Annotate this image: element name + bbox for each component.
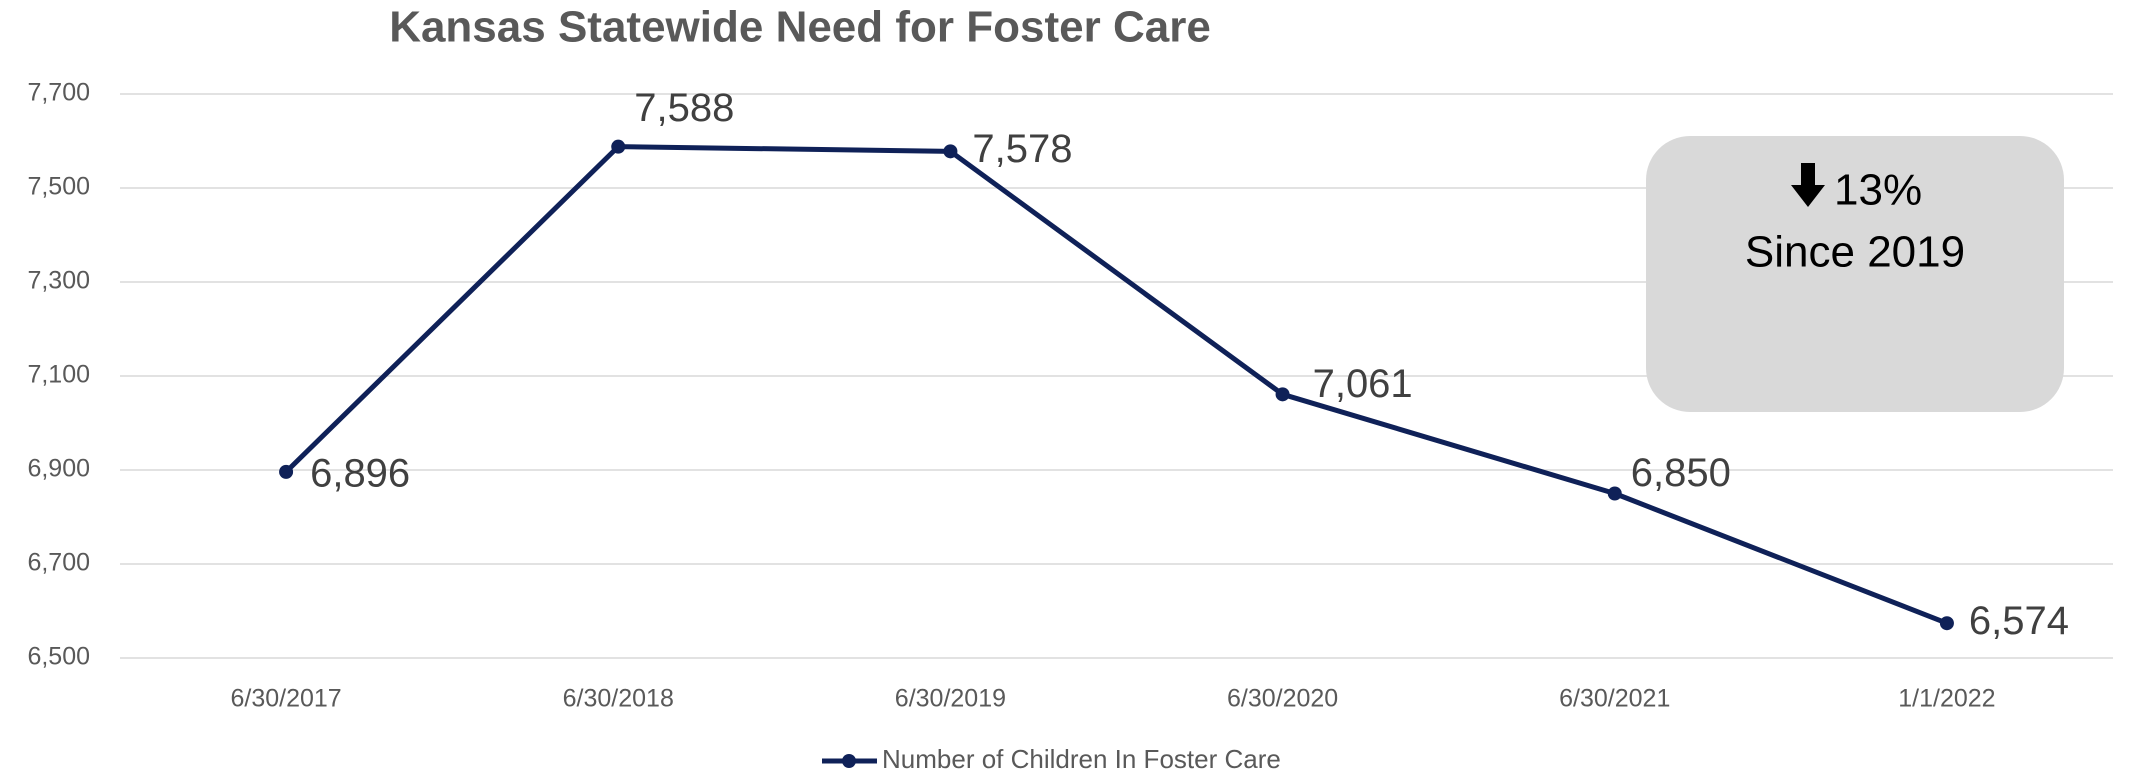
data-point	[1939, 616, 1954, 631]
y-tick-label: 7,700	[27, 79, 90, 107]
data-label: 6,574	[1969, 599, 2069, 643]
series-line	[284, 144, 1948, 626]
x-tick-label: 6/30/2017	[230, 685, 341, 713]
data-label: 7,578	[972, 127, 1072, 171]
y-tick-label: 7,500	[27, 173, 90, 201]
y-tick-label: 6,500	[27, 643, 90, 671]
y-tick-label: 7,100	[27, 361, 90, 389]
y-tick-label: 7,300	[27, 267, 90, 295]
x-tick-label: 6/30/2021	[1559, 685, 1670, 713]
data-point	[1607, 486, 1622, 501]
x-tick-label: 6/30/2020	[1227, 685, 1338, 713]
data-point	[943, 144, 958, 159]
x-tick-label: 6/30/2018	[563, 685, 674, 713]
data-point	[611, 139, 626, 154]
y-tick-label: 6,900	[27, 455, 90, 483]
data-label: 7,061	[1313, 362, 1413, 406]
annotation-since: Since 2019	[1745, 228, 1965, 277]
data-point	[279, 464, 294, 479]
down-arrow	[1791, 163, 1825, 207]
data-label: 7,588	[634, 86, 734, 130]
chart-title: Kansas Statewide Need for Foster Care	[389, 3, 1211, 52]
annotation-box	[1646, 136, 2064, 412]
legend-label: Number of Children In Foster Care	[882, 744, 1281, 774]
annotation-percent: 13%	[1834, 166, 1922, 215]
data-label: 6,896	[310, 451, 410, 495]
x-tick-label: 1/1/2022	[1898, 685, 1995, 713]
x-tick-label: 6/30/2019	[895, 685, 1006, 713]
legend-marker	[842, 754, 856, 768]
y-tick-label: 6,700	[27, 549, 90, 577]
data-point	[1275, 387, 1290, 402]
data-label: 6,850	[1631, 451, 1731, 495]
